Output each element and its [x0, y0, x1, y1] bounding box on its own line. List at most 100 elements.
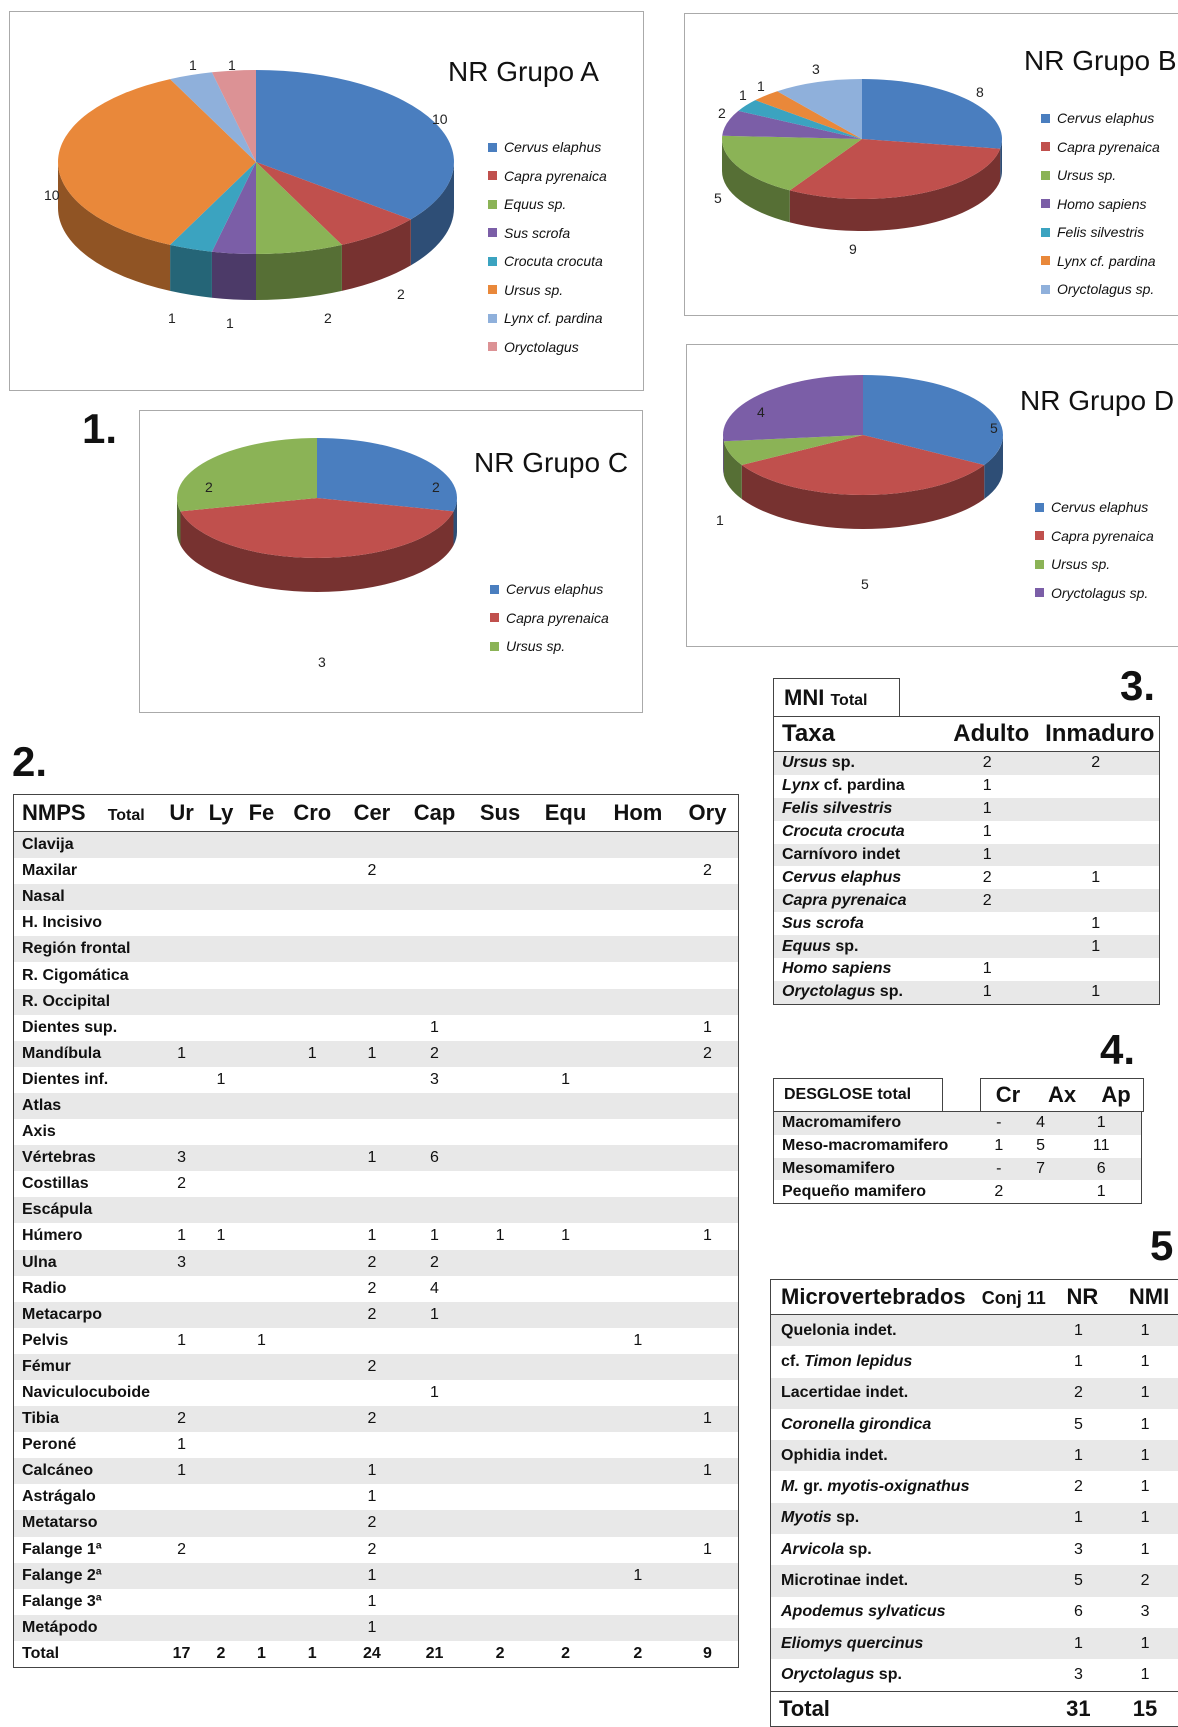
table-cell [677, 1067, 739, 1093]
table-cell: 1 [942, 775, 1033, 798]
section-number-2: 2. [12, 738, 47, 786]
table-cell [162, 936, 201, 962]
legend-swatch [1041, 199, 1050, 208]
table-cell [241, 1276, 282, 1302]
legend-item: Lynx cf. pardina [1041, 247, 1160, 276]
table-cell [282, 1015, 343, 1041]
table-cell: 1 [1111, 1503, 1178, 1534]
data-label: 2 [718, 105, 726, 121]
row-label: Naviculocuboide [14, 1380, 163, 1406]
micro-col-nr: NR [1046, 1280, 1111, 1315]
taxon-name: Capra pyrenaica [782, 892, 907, 909]
legend-item: Cervus elaphus [490, 575, 609, 604]
table-cell [599, 1510, 677, 1536]
table-cell [401, 1484, 467, 1510]
table-cell: 1 [343, 1563, 402, 1589]
legend-label: Oryctolagus [504, 333, 579, 362]
table-cell [343, 936, 402, 962]
table-cell: 2 [343, 1354, 402, 1380]
nmps-col-ly: Ly [201, 795, 241, 832]
table-cell: 1 [343, 1458, 402, 1484]
table-cell [201, 1537, 241, 1563]
table-cell: 1 [599, 1328, 677, 1354]
table-cell [241, 1537, 282, 1563]
table-cell [162, 832, 201, 859]
table-cell [677, 1302, 739, 1328]
nmps-title: NMPS [22, 800, 86, 825]
table-cell [677, 1197, 739, 1223]
table-cell [282, 1563, 343, 1589]
table-cell [401, 1563, 467, 1589]
table-cell [677, 910, 739, 936]
mni-header: MNI [784, 685, 824, 710]
table-cell: 1 [401, 1302, 467, 1328]
data-label: 1 [189, 57, 197, 73]
section-number-4: 4. [1100, 1026, 1135, 1074]
legend-label: Equus sp. [504, 190, 566, 219]
table-cell [532, 1432, 598, 1458]
table-cell [532, 1458, 598, 1484]
pie-side-oryctolagus-sp- [723, 435, 724, 475]
legend-label: Crocuta crocuta [504, 247, 603, 276]
table-cell [1033, 798, 1160, 821]
table-cell: 1 [532, 1223, 598, 1249]
table-cell [162, 910, 201, 936]
taxon-suffix: sp. [827, 754, 855, 771]
table-cell: 1 [1111, 1534, 1178, 1565]
table-cell [343, 1067, 402, 1093]
legend-item: Ursus sp. [1035, 550, 1154, 579]
legend-item: Felis silvestris [1041, 218, 1160, 247]
table-cell: 1 [1111, 1628, 1178, 1659]
taxon-part: Timon lepidus [804, 1353, 912, 1370]
table-cell [401, 884, 467, 910]
table-cell [401, 1354, 467, 1380]
legend-label: Felis silvestris [1057, 218, 1144, 247]
legend-item: Capra pyrenaica [488, 162, 607, 191]
taxon-part: Myotis [781, 1509, 832, 1526]
taxon-name: Sus scrofa [782, 915, 864, 932]
table-cell [401, 1119, 467, 1145]
table-cell [201, 1119, 241, 1145]
table-cell: 21 [401, 1641, 467, 1668]
table-cell [201, 1615, 241, 1641]
table-cell: 3 [162, 1250, 201, 1276]
legend-label: Lynx cf. pardina [504, 304, 603, 333]
table-cell: 3 [1046, 1659, 1111, 1691]
table-cell [599, 1537, 677, 1563]
row-label: R. Cigomática [14, 962, 163, 988]
table-cell [201, 1563, 241, 1589]
table-cell [677, 1510, 739, 1536]
table-cell [532, 1276, 598, 1302]
legend-swatch [1041, 142, 1050, 151]
table-cell: 2 [162, 1537, 201, 1563]
table-cell: 1 [677, 1406, 739, 1432]
row-label: Clavija [14, 832, 163, 859]
micro-total-label: Total [771, 1691, 1046, 1726]
table-cell [282, 1432, 343, 1458]
table-cell [201, 1197, 241, 1223]
desglose-col-cr: Cr [981, 1079, 1035, 1111]
table-cell [282, 936, 343, 962]
table-cell [599, 884, 677, 910]
legend-swatch [488, 143, 497, 152]
legend-swatch [1035, 560, 1044, 569]
table-cell [201, 1354, 241, 1380]
table-cell [241, 1197, 282, 1223]
table-cell [677, 1276, 739, 1302]
table-cell [677, 1615, 739, 1641]
taxon-suffix: sp. [875, 983, 903, 1000]
mni-col-taxa: Taxa [774, 717, 943, 752]
table-cell: 1 [532, 1067, 598, 1093]
data-label: 5 [990, 420, 998, 436]
table-cell: 2 [942, 752, 1033, 775]
taxon-name: Oryctolagus [782, 983, 875, 1000]
table-cell [599, 1197, 677, 1223]
legend-item: Crocuta crocuta [488, 247, 607, 276]
